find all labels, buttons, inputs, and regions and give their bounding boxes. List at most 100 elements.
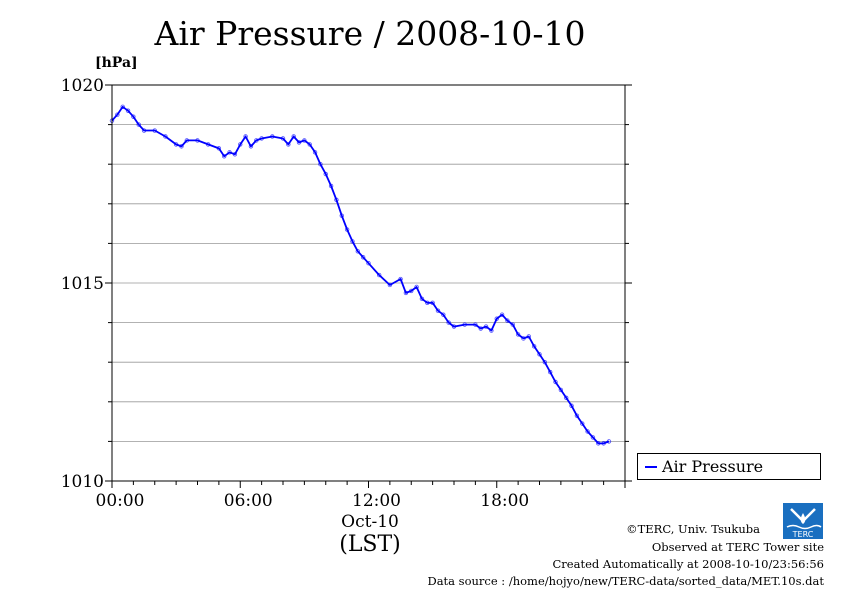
- data-point: [312, 150, 318, 155]
- data-point: [494, 316, 499, 321]
- data-point: [521, 336, 526, 341]
- data-point: [360, 255, 366, 260]
- y-tick-label: 1015: [61, 274, 104, 294]
- x-tick-label: 12:00: [352, 491, 401, 511]
- data-point: [296, 140, 302, 145]
- data-point: [131, 114, 136, 119]
- y-tick-label: 1010: [61, 472, 104, 492]
- data-point: [473, 322, 478, 327]
- tick-labels: 1010 1015 1020 00:00 06:00 12:00 18:00: [61, 76, 530, 511]
- legend-label: Air Pressure: [662, 457, 764, 476]
- data-point: [125, 108, 131, 113]
- grid-lines: [112, 124, 625, 442]
- data-point: [564, 395, 569, 401]
- data-point: [585, 429, 590, 434]
- data-point: [344, 227, 350, 232]
- data-point: [425, 300, 430, 305]
- data-point: [441, 312, 446, 317]
- data-point: [601, 441, 606, 446]
- data-point: [542, 360, 548, 365]
- data-point: [216, 146, 222, 151]
- data-point: [553, 379, 558, 385]
- chart-title: Air Pressure / 2008-10-10: [154, 14, 586, 53]
- data-point: [323, 171, 328, 177]
- x-date-label: Oct-10: [341, 512, 399, 532]
- data-point: [596, 441, 601, 446]
- data-point: [398, 276, 403, 282]
- data-point: [569, 403, 574, 408]
- data-point: [238, 142, 243, 147]
- terc-logo-icon: TERC: [783, 503, 823, 539]
- data-point: [387, 282, 393, 288]
- data-point: [462, 322, 467, 327]
- data-point: [302, 138, 307, 143]
- data-point: [531, 344, 537, 349]
- data-point: [478, 326, 483, 331]
- data-point: [291, 134, 296, 139]
- data-point: [318, 161, 323, 167]
- data-point: [515, 332, 521, 337]
- data-point: [115, 112, 120, 117]
- data-point: [435, 308, 441, 313]
- y-axis-unit: [hPa]: [95, 55, 138, 71]
- data-point: [270, 134, 275, 139]
- data-point: [489, 328, 494, 333]
- legend-swatch: [645, 466, 657, 468]
- data-point: [366, 261, 371, 266]
- data-point: [403, 290, 409, 296]
- x-tick-label: 06:00: [224, 491, 273, 511]
- data-point: [227, 150, 232, 155]
- data-point: [419, 296, 425, 302]
- data-point: [547, 369, 553, 375]
- series-line: [111, 105, 610, 445]
- data-point: [184, 138, 190, 143]
- data-point: [505, 318, 510, 323]
- logo-text: TERC: [792, 530, 814, 539]
- y-tick-label: 1020: [61, 76, 104, 96]
- data-point: [173, 142, 179, 147]
- data-point: [259, 136, 264, 141]
- data-point: [339, 213, 344, 218]
- data-point: [286, 142, 291, 147]
- data-point: [350, 239, 355, 244]
- data-point: [334, 197, 339, 203]
- legend: Air Pressure: [637, 453, 821, 480]
- x-axis-label: (LST): [339, 532, 401, 557]
- data-point: [537, 352, 542, 357]
- data-point: [120, 104, 125, 109]
- data-point: [376, 272, 382, 278]
- data-point: [232, 152, 238, 157]
- data-point: [414, 284, 419, 290]
- data-point: [307, 142, 312, 147]
- data-point: [499, 312, 505, 317]
- data-point: [280, 136, 286, 141]
- data-point: [195, 138, 200, 143]
- data-point: [243, 134, 248, 139]
- data-point: [163, 134, 168, 139]
- data-point: [558, 387, 564, 393]
- data-point: [483, 324, 489, 329]
- data-point: [580, 421, 585, 426]
- data-point: [430, 300, 435, 305]
- x-tick-label: 00:00: [96, 491, 145, 511]
- x-tick-label: 18:00: [480, 491, 529, 511]
- data-point: [446, 320, 451, 325]
- footer-observed: Observed at TERC Tower site: [651, 540, 824, 554]
- data-point: [222, 154, 227, 159]
- data-point: [248, 144, 254, 149]
- data-point: [574, 413, 580, 418]
- data-point: [152, 128, 157, 133]
- data-point: [590, 435, 596, 440]
- data-point: [136, 122, 141, 127]
- data-point: [254, 138, 259, 143]
- data-point: [409, 288, 414, 294]
- data-point: [205, 142, 211, 147]
- data-point: [526, 334, 532, 339]
- data-point: [451, 324, 457, 329]
- data-point: [510, 322, 515, 327]
- data-point: [141, 128, 147, 133]
- data-point: [606, 439, 612, 444]
- data-point: [328, 183, 334, 189]
- series-group: [109, 104, 612, 446]
